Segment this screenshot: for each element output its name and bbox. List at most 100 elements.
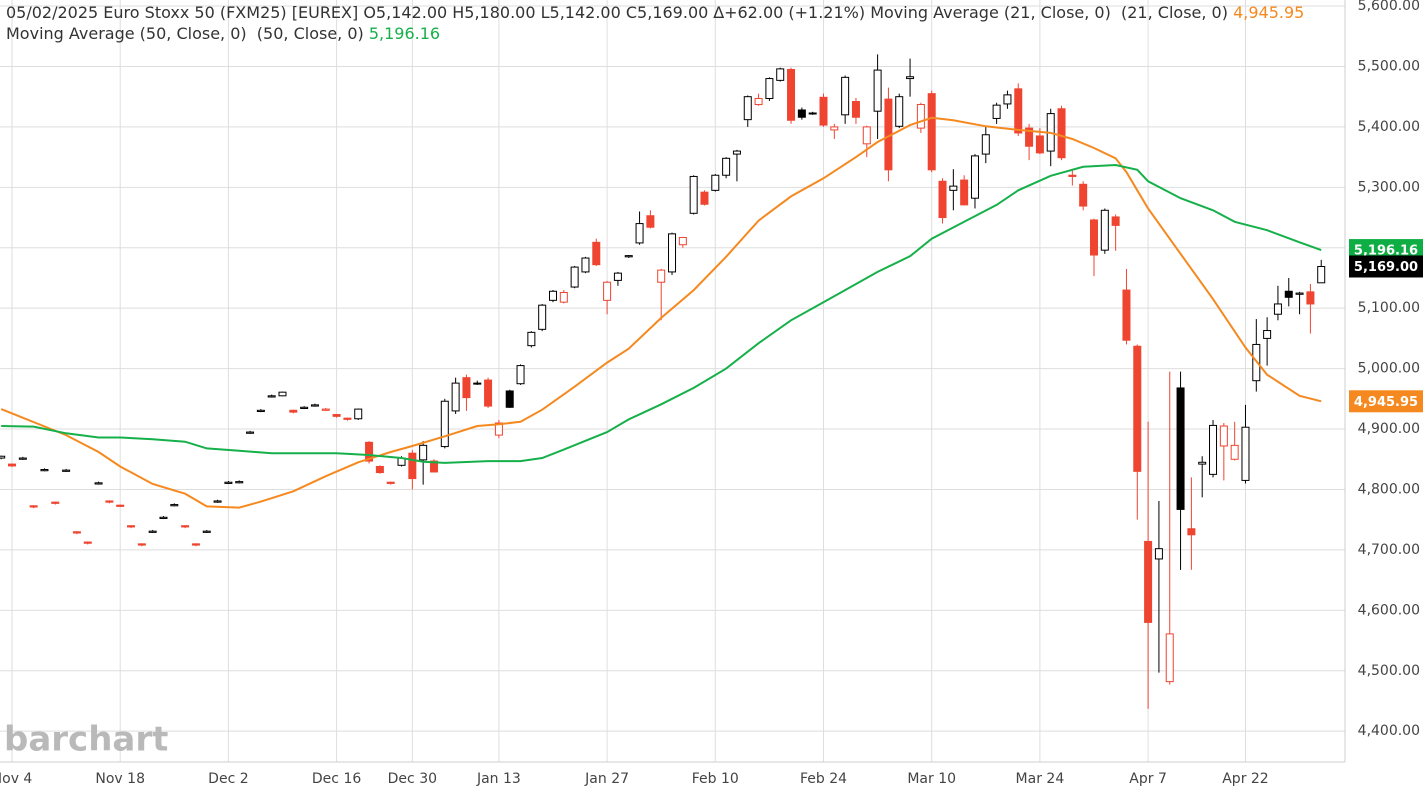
candle-body: [1273, 303, 1282, 315]
candle-body: [256, 409, 265, 413]
candle-body: [711, 174, 720, 191]
candle-body: [1306, 291, 1315, 305]
candle-body: [624, 255, 633, 258]
candle-body: [440, 400, 449, 448]
candle-body: [646, 215, 655, 228]
quote: 05/02/2025 Euro Stoxx 50 (FXM25) [EUREX]…: [6, 3, 866, 22]
candle-body: [159, 516, 168, 519]
legend-value: 4,945.95: [1233, 3, 1305, 22]
candle-body: [1144, 540, 1153, 623]
candle-body: [830, 126, 839, 131]
x-tick-label: Jan 27: [584, 771, 629, 787]
candle-body: [191, 543, 200, 546]
candle-body: [1187, 528, 1196, 536]
candle-body: [127, 525, 136, 528]
watermark: barchart: [4, 720, 168, 760]
candle-body: [527, 331, 536, 347]
candle-body: [906, 76, 915, 80]
candle-body: [202, 530, 211, 533]
candle-body: [484, 379, 493, 407]
candle-body: [927, 93, 936, 171]
candle-body: [462, 377, 471, 399]
x-tick-label: Apr 22: [1222, 771, 1268, 787]
candle-body: [851, 101, 860, 118]
price-tag-label: 4,945.95: [1354, 395, 1418, 410]
candle-body: [981, 134, 990, 155]
candle-body: [1079, 183, 1088, 207]
header: 05/02/2025 Euro Stoxx 50 (FXM25) [EUREX]…: [6, 2, 1304, 44]
x-tick-label: Nov 18: [95, 771, 145, 787]
candle-body: [29, 505, 38, 508]
candle-body: [1014, 88, 1023, 134]
candle-body: [429, 460, 438, 473]
y-tick-label: 4,700.00: [1358, 542, 1420, 558]
price-tag-label: 5,169.00: [1354, 260, 1418, 275]
marks: [0, 54, 1326, 709]
candle-body: [235, 481, 244, 484]
candle-body: [1154, 548, 1163, 560]
candle-body: [267, 395, 276, 398]
y-tick-label: 5,600.00: [1358, 0, 1420, 14]
x-tick-label: Apr 7: [1129, 771, 1167, 787]
candle-body: [40, 469, 49, 472]
candle-body: [765, 78, 774, 99]
candle-body: [72, 531, 81, 534]
candle-body: [549, 290, 557, 301]
candle-body: [668, 233, 677, 273]
candle-body: [310, 404, 319, 407]
candle-body: [1176, 387, 1185, 510]
candle-body: [278, 391, 287, 397]
x-tick-label: Dec 16: [312, 771, 361, 787]
y-tick-label: 5,000.00: [1358, 361, 1420, 377]
y-tick-label: 5,100.00: [1358, 300, 1420, 316]
candle-body: [743, 96, 752, 121]
y-tick-label: 4,800.00: [1358, 481, 1420, 497]
candle-body: [960, 179, 969, 206]
candle-body: [689, 175, 698, 214]
candle-body: [181, 525, 190, 528]
price-tag-label: 5,196.16: [1354, 244, 1418, 259]
candle-body: [51, 501, 60, 504]
candle-body: [1133, 345, 1142, 472]
candle-body: [516, 365, 525, 385]
candle-body: [170, 504, 179, 507]
candle-body: [570, 266, 579, 288]
candle-body: [581, 257, 590, 273]
candle-body: [332, 414, 341, 417]
candle-body: [657, 269, 666, 283]
candle-body: [808, 112, 817, 115]
moving-average-line: [1, 163, 1322, 464]
candle-body: [94, 482, 103, 485]
candle-body: [722, 157, 731, 176]
x-tick-label: Dec 30: [388, 771, 437, 787]
candle-body: [700, 191, 709, 205]
candle-body: [635, 223, 644, 244]
candle-body: [787, 68, 796, 121]
legend-entry: Moving Average (21, Close, 0) (21, Close…: [870, 3, 1228, 22]
price-tag: [1349, 255, 1423, 278]
candle-body: [613, 272, 622, 281]
candle-body: [1090, 219, 1098, 256]
x-tick-label: Mar 10: [907, 771, 956, 787]
candle-body: [559, 291, 568, 303]
legend-entry: Moving Average (50, Close, 0) (50, Close…: [6, 24, 364, 43]
candle-body: [300, 406, 309, 409]
candle-body: [494, 422, 503, 436]
candle-body: [105, 500, 114, 503]
candle-body: [451, 382, 460, 412]
candle-body: [732, 150, 741, 155]
candle-body: [386, 481, 395, 484]
candle-body: [343, 417, 352, 420]
candle-body: [895, 96, 904, 127]
y-tick-label: 5,500.00: [1358, 58, 1420, 74]
y-tick-label: 4,900.00: [1358, 421, 1420, 437]
legend-value: 5,196.16: [368, 24, 441, 43]
candle-body: [1025, 127, 1034, 147]
candle-body: [754, 97, 763, 106]
candle-body: [938, 180, 947, 219]
y-tick-label: 4,600.00: [1358, 602, 1420, 618]
candle-body: [1219, 425, 1228, 447]
candle-body: [365, 441, 374, 462]
